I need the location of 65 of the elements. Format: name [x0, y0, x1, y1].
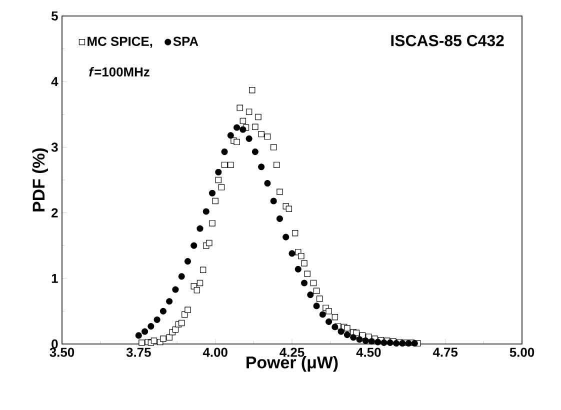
point: [380, 339, 388, 346]
point: [399, 340, 406, 347]
point: [184, 258, 192, 265]
point: [160, 308, 166, 314]
point: [282, 234, 290, 240]
point: [326, 318, 332, 325]
point: [135, 332, 142, 339]
point: [313, 302, 320, 310]
y-tick-label: 0: [52, 339, 58, 349]
y-tick-label: 2: [52, 208, 58, 218]
point: [411, 340, 418, 347]
point: [307, 292, 314, 298]
x-tick-label: 3.50: [50, 348, 74, 357]
point: [344, 332, 350, 338]
x-tick-label: 3.75: [126, 348, 151, 357]
y-tick-label: 4: [51, 77, 58, 86]
point: [368, 338, 376, 345]
point: [270, 198, 277, 204]
point: [386, 339, 394, 346]
y-tick-label: 5: [51, 11, 58, 21]
point: [202, 208, 210, 215]
legend-label: SPA: [173, 36, 198, 46]
annotation: ISCAS-85 C432: [391, 34, 504, 46]
y-axis-title: PDF (%): [32, 148, 48, 212]
point: [208, 190, 216, 196]
point: [154, 316, 160, 324]
point: [196, 225, 204, 232]
x-axis-title: Power (μW): [246, 356, 338, 372]
point: [166, 298, 173, 305]
point: [332, 324, 338, 330]
point: [190, 242, 198, 249]
point: [227, 132, 234, 139]
point: [392, 340, 400, 347]
x-tick-label: 4.50: [356, 348, 381, 357]
point: [350, 334, 357, 341]
x-tick-label: 4.75: [432, 348, 458, 357]
point: [215, 168, 222, 176]
point: [221, 148, 228, 156]
point: [258, 164, 265, 170]
point: [178, 273, 185, 280]
point: [246, 135, 252, 142]
point: [300, 280, 308, 286]
point: [374, 338, 382, 346]
point: [319, 311, 326, 318]
y-tick-label: 1: [52, 274, 58, 283]
point: [240, 126, 246, 133]
point: [252, 148, 258, 156]
point: [142, 328, 148, 335]
x-tick-label: 5.00: [510, 348, 534, 357]
point: [294, 266, 302, 273]
point: [356, 336, 363, 343]
point: [405, 340, 412, 347]
x-tick-label: 4.00: [202, 348, 228, 357]
legend-label: MC SPICE,: [88, 36, 152, 48]
point: [338, 328, 344, 335]
annotation: f=100MHz: [89, 67, 150, 77]
point: [234, 124, 240, 131]
point: [264, 180, 271, 187]
y-tick-label: 3: [51, 142, 58, 152]
point: [276, 215, 284, 222]
point: [362, 337, 369, 344]
x-tick-label: 4.25: [280, 348, 304, 357]
point: [172, 286, 179, 293]
point: [148, 322, 154, 330]
point: [288, 250, 296, 257]
